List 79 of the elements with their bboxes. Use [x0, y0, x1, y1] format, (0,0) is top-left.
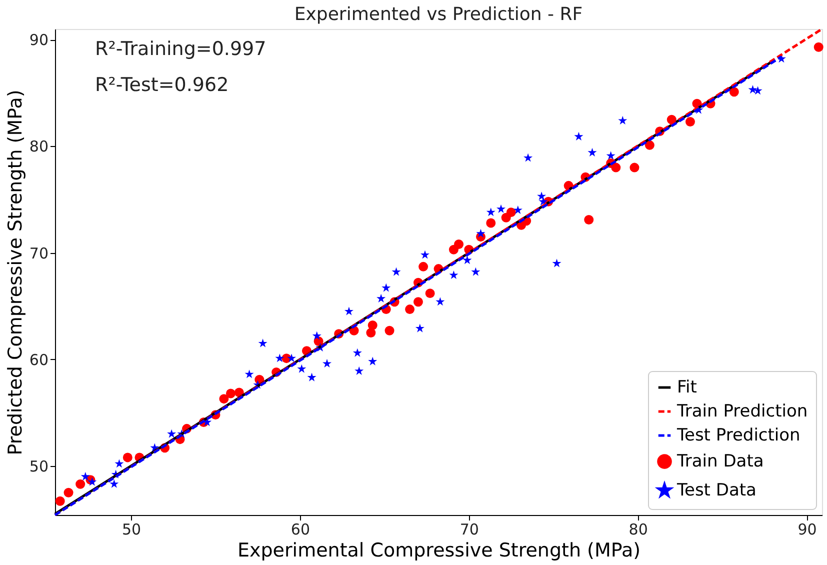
point — [486, 208, 496, 216]
point — [506, 208, 516, 218]
y-tick-label: 80 — [29, 138, 48, 156]
point — [584, 215, 594, 225]
point — [322, 358, 332, 368]
point — [415, 324, 424, 332]
point — [413, 297, 423, 307]
annotation: R²-Test=0.962 — [95, 74, 229, 96]
point — [436, 297, 445, 306]
point — [814, 42, 824, 52]
point — [226, 388, 236, 398]
point — [258, 338, 268, 348]
point — [384, 326, 394, 336]
point — [352, 348, 362, 357]
point — [486, 218, 496, 228]
point — [167, 429, 176, 438]
y-axis-title: Predicted Compressive Strength (MPa) — [4, 90, 26, 456]
point — [538, 196, 548, 206]
legend-label: Fit — [677, 378, 698, 398]
point — [297, 364, 306, 373]
point — [287, 354, 296, 362]
point — [425, 288, 435, 298]
x-tick-label: 80 — [628, 520, 648, 538]
point — [368, 320, 378, 330]
point — [606, 151, 616, 160]
point — [219, 394, 229, 404]
point — [588, 148, 597, 156]
point — [354, 366, 364, 375]
point — [368, 356, 378, 366]
point — [496, 204, 506, 213]
point — [611, 162, 621, 172]
point — [405, 304, 415, 314]
point — [344, 306, 354, 316]
point — [454, 240, 464, 250]
point — [376, 294, 386, 302]
point — [114, 459, 124, 468]
y-tick-label: 70 — [29, 244, 48, 262]
point — [312, 331, 322, 340]
legend-label: Test Data — [676, 480, 756, 500]
point — [122, 452, 132, 462]
x-tick-label: 50 — [122, 520, 142, 538]
point — [275, 354, 284, 362]
point — [524, 153, 533, 162]
point — [420, 250, 430, 259]
x-axis-title: Experimental Compressive Strength (MPa) — [237, 540, 641, 562]
y-tick-label: 60 — [29, 350, 48, 369]
point — [307, 372, 316, 382]
point — [476, 228, 486, 238]
point — [110, 479, 119, 488]
point — [685, 116, 695, 126]
y-tick-label: 90 — [29, 31, 48, 50]
legend-label: Train Data — [676, 452, 764, 472]
point — [729, 87, 739, 97]
point — [644, 140, 654, 150]
x-tick-label: 70 — [460, 520, 479, 538]
point — [64, 488, 74, 498]
point — [748, 85, 758, 94]
point — [244, 370, 254, 378]
point — [55, 496, 65, 506]
y-tick-label: 50 — [29, 457, 48, 476]
point — [392, 267, 401, 276]
point — [513, 205, 522, 214]
point — [552, 258, 562, 268]
chart-title: Experimented vs Prediction - RF — [294, 4, 583, 25]
point — [471, 267, 480, 276]
point — [449, 270, 458, 280]
point — [80, 472, 90, 480]
point — [630, 162, 640, 172]
point — [462, 256, 472, 264]
point — [418, 262, 428, 272]
legend-label: Test Prediction — [676, 426, 800, 446]
x-tick-label: 60 — [290, 520, 310, 538]
point — [76, 479, 86, 489]
annotation: R²-Training=0.997 — [95, 38, 266, 60]
point — [574, 132, 584, 140]
legend-label: Train Prediction — [676, 402, 808, 422]
point — [618, 116, 628, 124]
x-tick-label: 90 — [798, 520, 817, 538]
point — [382, 283, 391, 292]
